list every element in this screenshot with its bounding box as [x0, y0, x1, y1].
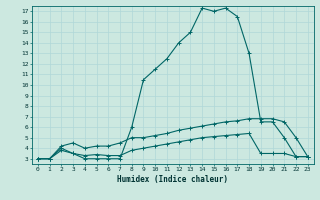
X-axis label: Humidex (Indice chaleur): Humidex (Indice chaleur)	[117, 175, 228, 184]
